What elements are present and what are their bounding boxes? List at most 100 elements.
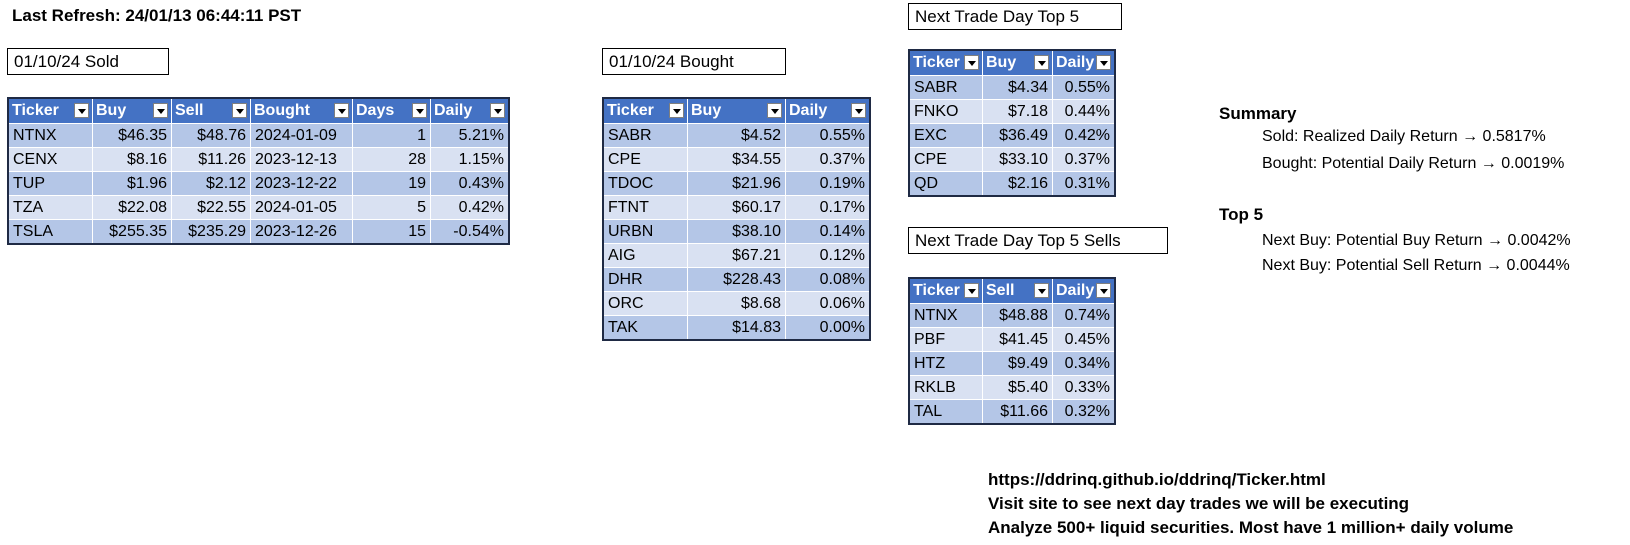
table-cell[interactable]: FTNT [603,195,688,220]
column-header-daily[interactable]: Daily [430,98,509,124]
table-cell[interactable]: $34.55 [687,147,786,172]
table-cell[interactable]: TUP [8,171,93,196]
table-cell[interactable]: 19 [352,171,431,196]
table-cell[interactable]: 0.43% [430,171,509,196]
table-cell[interactable]: 0.74% [1052,303,1115,328]
table-cell[interactable]: 15 [352,219,431,244]
table-cell[interactable]: $48.88 [982,303,1053,328]
table-cell[interactable]: 2024-01-05 [250,195,353,220]
filter-dropdown-icon[interactable] [412,103,427,118]
filter-dropdown-icon[interactable] [232,103,247,118]
table-cell[interactable]: 0.44% [1052,99,1115,124]
table-cell[interactable]: 0.34% [1052,351,1115,376]
table-cell[interactable]: TAL [909,399,983,424]
table-cell[interactable]: 0.19% [785,171,870,196]
column-header-daily[interactable]: Daily [1052,278,1115,304]
column-header-sell[interactable]: Sell [982,278,1053,304]
table-cell[interactable]: TDOC [603,171,688,196]
table-cell[interactable]: CPE [603,147,688,172]
sold-table[interactable]: Ticker Buy Sell Bought Days Daily NTNX $46.35 $4… [7,97,510,245]
table-cell[interactable]: AIG [603,243,688,268]
column-header-daily[interactable]: Daily [1052,50,1115,76]
column-header-ticker[interactable]: Ticker [8,98,93,124]
table-cell[interactable]: 28 [352,147,431,172]
table-cell[interactable]: 0.14% [785,219,870,244]
table-cell[interactable]: 0.17% [785,195,870,220]
table-cell[interactable]: 0.31% [1052,171,1115,196]
table-cell[interactable]: $14.83 [687,315,786,340]
table-cell[interactable]: $4.52 [687,123,786,148]
table-cell[interactable]: 5 [352,195,431,220]
table-cell[interactable]: ORC [603,291,688,316]
table-cell[interactable]: TSLA [8,219,93,244]
table-cell[interactable]: $60.17 [687,195,786,220]
table-cell[interactable]: 0.00% [785,315,870,340]
table-cell[interactable]: 2023-12-26 [250,219,353,244]
table-cell[interactable]: $11.66 [982,399,1053,424]
table-cell[interactable]: $228.43 [687,267,786,292]
table-cell[interactable]: 0.33% [1052,375,1115,400]
filter-dropdown-icon[interactable] [964,55,979,70]
table-cell[interactable]: 5.21% [430,123,509,148]
filter-dropdown-icon[interactable] [1096,55,1111,70]
column-header-sell[interactable]: Sell [171,98,251,124]
filter-dropdown-icon[interactable] [964,283,979,298]
table-cell[interactable]: 1 [352,123,431,148]
table-cell[interactable]: SABR [909,75,983,100]
table-cell[interactable]: 0.42% [430,195,509,220]
table-cell[interactable]: $11.26 [171,147,251,172]
table-cell[interactable]: TZA [8,195,93,220]
column-header-ticker[interactable]: Ticker [909,50,983,76]
table-cell[interactable]: 2024-01-09 [250,123,353,148]
table-cell[interactable]: CPE [909,147,983,172]
table-cell[interactable]: DHR [603,267,688,292]
filter-dropdown-icon[interactable] [767,103,782,118]
table-cell[interactable]: 0.55% [785,123,870,148]
table-cell[interactable]: $2.16 [982,171,1053,196]
table-cell[interactable]: $21.96 [687,171,786,196]
table-cell[interactable]: 0.37% [1052,147,1115,172]
filter-dropdown-icon[interactable] [334,103,349,118]
table-cell[interactable]: 2023-12-22 [250,171,353,196]
table-cell[interactable]: $46.35 [92,123,172,148]
column-header-buy[interactable]: Buy [92,98,172,124]
table-cell[interactable]: HTZ [909,351,983,376]
site-url-link[interactable]: https://ddrinq.github.io/ddrinq/Ticker.h… [988,470,1326,489]
table-cell[interactable]: $48.76 [171,123,251,148]
filter-dropdown-icon[interactable] [490,103,505,118]
top5-buy-table[interactable]: Ticker Buy Daily SABR $4.34 0.55% FNKO $7.18 0.4… [908,49,1116,197]
top5-sell-table[interactable]: Ticker Sell Daily NTNX $48.88 0.74% PBF $41.45 0… [908,277,1116,425]
table-cell[interactable]: $255.35 [92,219,172,244]
table-cell[interactable]: 0.37% [785,147,870,172]
table-cell[interactable]: $38.10 [687,219,786,244]
table-cell[interactable]: -0.54% [430,219,509,244]
table-cell[interactable]: QD [909,171,983,196]
table-cell[interactable]: URBN [603,219,688,244]
table-cell[interactable]: 1.15% [430,147,509,172]
table-cell[interactable]: PBF [909,327,983,352]
table-cell[interactable]: $22.08 [92,195,172,220]
table-cell[interactable]: $41.45 [982,327,1053,352]
table-cell[interactable]: 0.06% [785,291,870,316]
filter-dropdown-icon[interactable] [1096,283,1111,298]
table-cell[interactable]: $36.49 [982,123,1053,148]
table-cell[interactable]: CENX [8,147,93,172]
table-cell[interactable]: NTNX [909,303,983,328]
table-cell[interactable]: $9.49 [982,351,1053,376]
table-cell[interactable]: $8.16 [92,147,172,172]
table-cell[interactable]: $33.10 [982,147,1053,172]
column-header-days[interactable]: Days [352,98,431,124]
table-cell[interactable]: 0.08% [785,267,870,292]
table-cell[interactable]: 2023-12-13 [250,147,353,172]
column-header-ticker[interactable]: Ticker [909,278,983,304]
table-cell[interactable]: $22.55 [171,195,251,220]
table-cell[interactable]: $67.21 [687,243,786,268]
filter-dropdown-icon[interactable] [669,103,684,118]
table-cell[interactable]: $235.29 [171,219,251,244]
table-cell[interactable]: TAK [603,315,688,340]
table-cell[interactable]: 0.12% [785,243,870,268]
table-cell[interactable]: RKLB [909,375,983,400]
table-cell[interactable]: NTNX [8,123,93,148]
filter-dropdown-icon[interactable] [1034,283,1049,298]
bought-table[interactable]: Ticker Buy Daily SABR $4.52 0.55% CPE $34.55 0.3… [602,97,871,341]
